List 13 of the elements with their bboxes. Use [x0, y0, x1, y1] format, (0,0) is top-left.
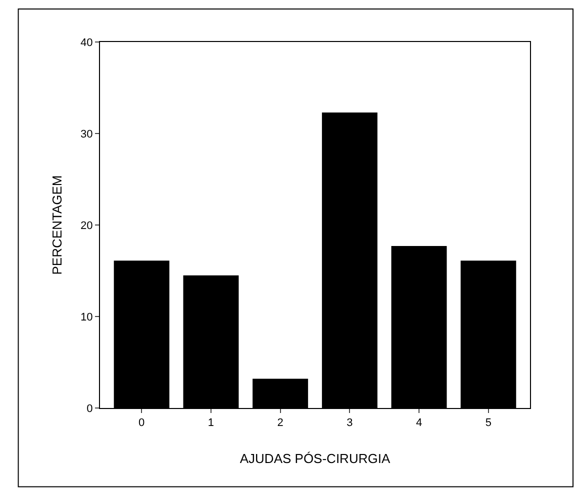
x-tick-label: 4: [416, 417, 422, 430]
y-tick-label: 40: [80, 36, 93, 49]
x-tick-label: 3: [346, 417, 353, 430]
y-tick-label: 30: [80, 128, 93, 140]
y-tick-label: 0: [86, 402, 93, 415]
x-tick-label: 5: [485, 417, 492, 430]
x-tick-label: 2: [277, 417, 284, 430]
x-axis-title: AJUDAS PÓS-CIRURGIA: [240, 450, 390, 466]
y-axis-title: PERCENTAGEM: [50, 175, 64, 275]
y-tick-label: 10: [80, 311, 93, 324]
x-tick-label: 0: [138, 417, 145, 430]
x-tick-label: 1: [208, 417, 214, 430]
y-tick-label: 20: [80, 220, 93, 232]
